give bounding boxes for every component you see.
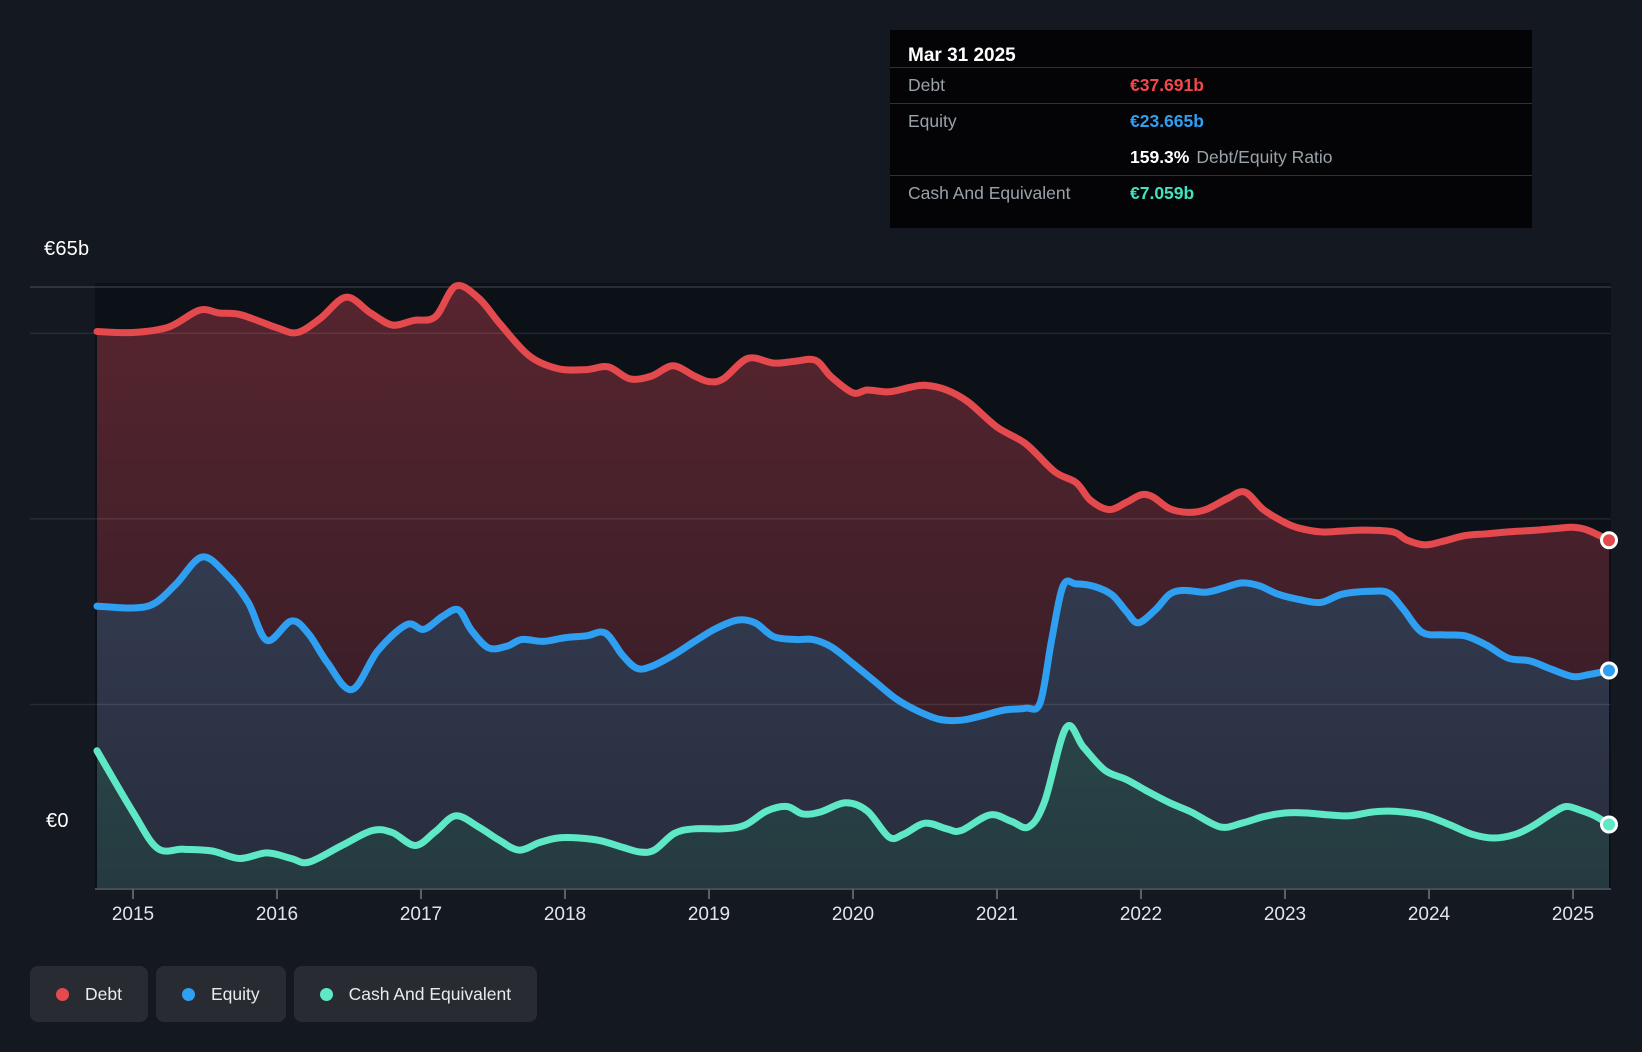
legend-item-cash[interactable]: Cash And Equivalent bbox=[294, 966, 537, 1022]
x-axis-year-label: 2016 bbox=[256, 904, 298, 926]
legend: Debt Equity Cash And Equivalent bbox=[30, 966, 537, 1022]
y-axis-zero-label: €0 bbox=[46, 810, 69, 833]
tooltip-equity-value: €23.665b bbox=[1130, 111, 1204, 132]
x-axis-year-label: 2024 bbox=[1408, 904, 1450, 926]
debt-endpoint-marker[interactable] bbox=[1602, 533, 1617, 548]
tooltip-debt-value: €37.691b bbox=[1130, 75, 1204, 96]
tooltip-date: Mar 31 2025 bbox=[890, 30, 1532, 67]
tooltip-row-cash: Cash And Equivalent €7.059b bbox=[890, 175, 1532, 211]
debt-dot-icon bbox=[56, 988, 69, 1001]
legend-cash-label: Cash And Equivalent bbox=[349, 984, 511, 1005]
tooltip: Mar 31 2025 Debt €37.691b Equity €23.665… bbox=[890, 30, 1532, 228]
tooltip-ratio-value: 159.3% bbox=[1130, 147, 1189, 168]
x-axis-year-label: 2019 bbox=[688, 904, 730, 926]
debt-equity-history-chart: €65b €0 2015 2016 2017 2018 2019 2020 2021 2022… bbox=[0, 0, 1642, 1052]
x-axis-year-label: 2022 bbox=[1120, 904, 1162, 926]
x-axis-year-label: 2023 bbox=[1264, 904, 1306, 926]
tooltip-ratio-label: Debt/Equity Ratio bbox=[1196, 147, 1332, 168]
legend-debt-label: Debt bbox=[85, 984, 122, 1005]
tooltip-row-debt: Debt €37.691b bbox=[890, 67, 1532, 103]
y-axis-max-label: €65b bbox=[44, 238, 89, 261]
legend-equity-label: Equity bbox=[211, 984, 260, 1005]
equity-dot-icon bbox=[182, 988, 195, 1001]
cash-and-equivalent-endpoint-marker[interactable] bbox=[1602, 817, 1617, 832]
tooltip-cash-label: Cash And Equivalent bbox=[890, 183, 1130, 204]
x-axis-year-label: 2015 bbox=[112, 904, 154, 926]
tooltip-row-ratio: 159.3% Debt/Equity Ratio bbox=[890, 139, 1532, 175]
tooltip-equity-label: Equity bbox=[890, 111, 1130, 132]
tooltip-debt-label: Debt bbox=[890, 75, 1130, 96]
x-axis-year-label: 2018 bbox=[544, 904, 586, 926]
tooltip-cash-value: €7.059b bbox=[1130, 183, 1194, 204]
legend-item-equity[interactable]: Equity bbox=[156, 966, 286, 1022]
cash-dot-icon bbox=[320, 988, 333, 1001]
tooltip-row-equity: Equity €23.665b bbox=[890, 103, 1532, 139]
x-axis-year-label: 2020 bbox=[832, 904, 874, 926]
equity-endpoint-marker[interactable] bbox=[1602, 663, 1617, 678]
x-axis-year-label: 2021 bbox=[976, 904, 1018, 926]
legend-item-debt[interactable]: Debt bbox=[30, 966, 148, 1022]
x-axis-year-label: 2025 bbox=[1552, 904, 1594, 926]
x-axis-year-label: 2017 bbox=[400, 904, 442, 926]
